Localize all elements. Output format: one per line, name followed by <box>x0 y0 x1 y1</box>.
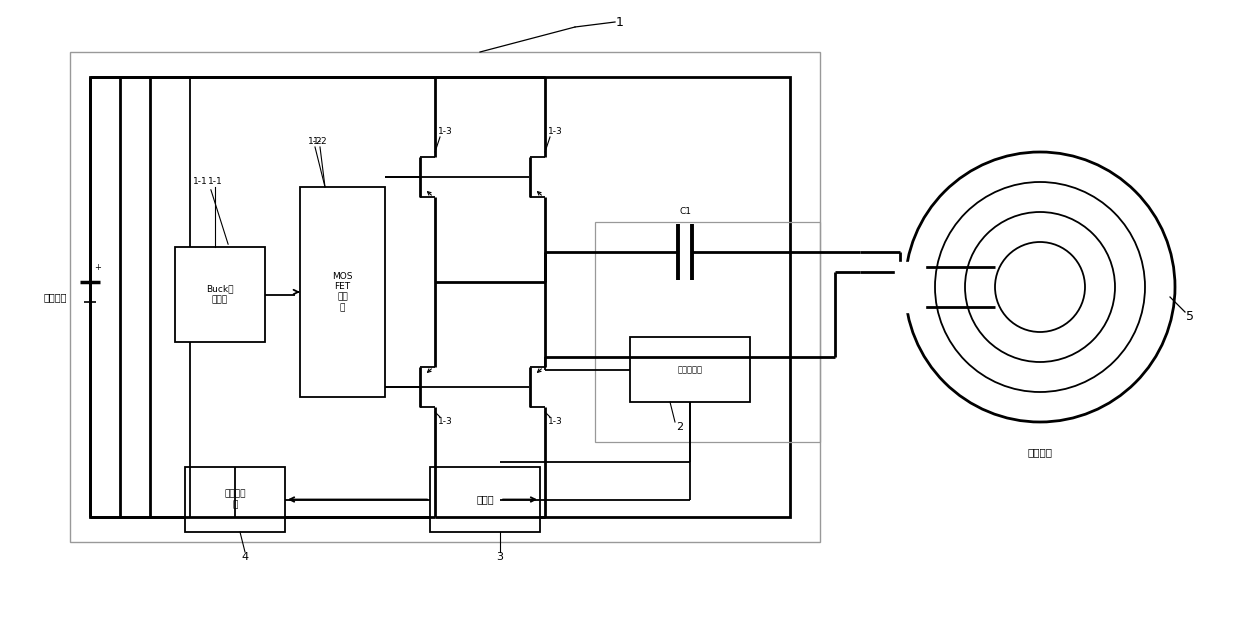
Text: 1-2: 1-2 <box>312 138 327 146</box>
Text: C1: C1 <box>680 207 691 217</box>
Text: 包络检波器: 包络检波器 <box>677 365 703 374</box>
Text: 5: 5 <box>1185 310 1194 323</box>
Text: MOS
FET
驱动
器: MOS FET 驱动 器 <box>332 272 352 312</box>
Text: 1: 1 <box>616 15 624 28</box>
Bar <box>895 262 925 312</box>
Bar <box>185 467 285 532</box>
Bar <box>595 222 820 442</box>
Text: 1-3: 1-3 <box>548 128 563 136</box>
Text: 2: 2 <box>677 422 683 432</box>
Bar <box>300 187 384 397</box>
Bar <box>630 337 750 402</box>
Text: 发射线圈: 发射线圈 <box>1028 447 1053 457</box>
Text: 1-1: 1-1 <box>207 178 222 186</box>
Text: 解调器: 解调器 <box>476 494 494 505</box>
Text: 1-2: 1-2 <box>308 138 322 146</box>
Text: 1-3: 1-3 <box>548 418 563 426</box>
Text: 一号控制
器: 一号控制 器 <box>224 490 246 509</box>
Text: 3: 3 <box>496 552 503 562</box>
Bar <box>91 77 790 517</box>
Text: 车载电池: 车载电池 <box>43 292 67 302</box>
Bar <box>69 52 820 542</box>
Text: 1-3: 1-3 <box>438 128 453 136</box>
Bar <box>430 467 539 532</box>
Text: 4: 4 <box>242 552 248 562</box>
Text: +: + <box>94 262 102 271</box>
Text: 1-3: 1-3 <box>438 418 453 426</box>
Bar <box>175 247 265 342</box>
Text: 1-1: 1-1 <box>192 178 207 186</box>
Text: Buck驱
动电路: Buck驱 动电路 <box>206 285 234 304</box>
